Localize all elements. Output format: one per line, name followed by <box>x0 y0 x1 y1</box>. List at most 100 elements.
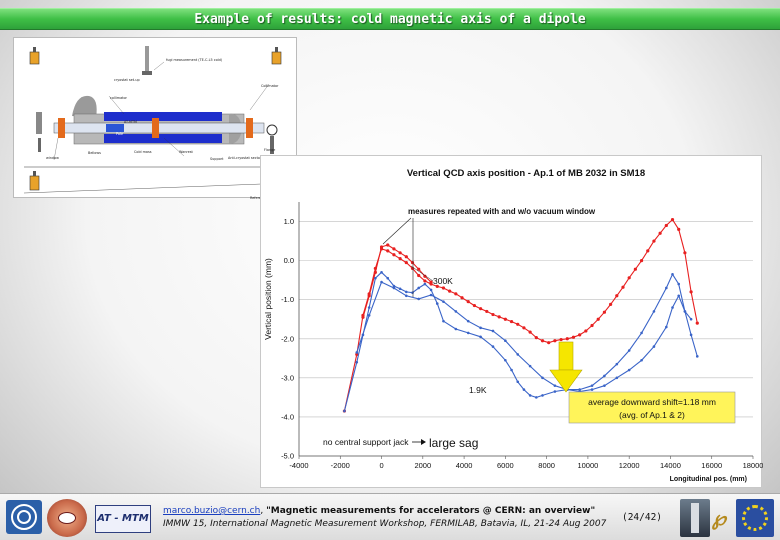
series-3-point <box>380 271 383 274</box>
y-tick-label: -2.0 <box>281 334 294 343</box>
atmtm-logo: AT - MTM <box>95 505 151 533</box>
series-2-point <box>361 315 365 319</box>
series-3-point <box>405 290 408 294</box>
series-4-point <box>355 351 359 354</box>
series-2-point <box>379 245 384 249</box>
series-1-point <box>677 227 681 231</box>
series-3-point <box>343 409 346 413</box>
series-4-point <box>380 280 383 284</box>
x-tick-label: -2000 <box>331 461 350 470</box>
series-1-point <box>602 310 607 314</box>
shift-arrow-shaft <box>558 341 574 371</box>
tracker-left-top <box>29 47 40 65</box>
cold-mass-lower <box>104 134 222 143</box>
y-tick-label: 1.0 <box>284 217 294 226</box>
series-4-point <box>429 293 433 297</box>
slide-title: Example of results: cold magnetic axis o… <box>194 12 586 27</box>
slide-footer: AT - MTM marco.buzio@cern.ch, "Magnetic … <box>0 493 780 540</box>
series-3-point <box>689 317 693 321</box>
series-3-point <box>374 276 377 280</box>
series-3-point <box>541 394 544 397</box>
annotation-300k: 300K <box>433 276 453 286</box>
series-1-point <box>695 321 699 325</box>
diagram-label-anti-cryostat: Anti-cryostat sector <box>228 156 262 160</box>
series-3-point <box>398 287 402 291</box>
series-3-point <box>435 302 439 305</box>
series-1-point <box>609 302 613 306</box>
y-tick-label: -5.0 <box>281 452 294 461</box>
chart-svg: Vertical QCD axis position - Ap.1 of MB … <box>263 168 763 483</box>
tracker-left-bottom <box>29 171 40 191</box>
series-1-point <box>448 289 452 293</box>
series-3-point <box>516 380 520 384</box>
author-email-link[interactable]: marco.buzio@cern.ch <box>163 506 261 516</box>
footer-citation: marco.buzio@cern.ch, "Magnetic measureme… <box>163 506 595 516</box>
diagram-label-measurement: fugi measurement (TE-C-L5 cold) <box>166 58 223 62</box>
series-1-point <box>479 307 483 311</box>
page-number: (24/42) <box>621 512 663 523</box>
series-3-point <box>652 310 656 313</box>
series-4-point <box>695 355 699 358</box>
series-1-point <box>392 253 396 257</box>
axis-position-chart: Vertical QCD axis position - Ap.1 of MB … <box>260 155 763 488</box>
series-3-point <box>442 319 445 323</box>
series-4-point <box>627 368 631 372</box>
series-1-point <box>466 300 470 304</box>
series-3-point <box>386 276 390 280</box>
series-2-point <box>410 260 415 265</box>
series-line-3 <box>343 271 692 412</box>
diagram-label-collimator: collimator <box>110 96 127 100</box>
y-tick-label: -4.0 <box>281 412 294 421</box>
series-3-point <box>590 384 594 387</box>
series-2-point <box>429 280 433 284</box>
series-1-point <box>355 352 359 356</box>
atmtm-logo-text: AT - MTM <box>97 513 149 524</box>
x-tick-label: 10000 <box>577 461 598 470</box>
series-1-point <box>652 239 656 243</box>
series-1-point <box>516 322 520 326</box>
x-tick-label: 14000 <box>660 461 681 470</box>
series-1-point <box>553 339 557 343</box>
series-1-point <box>596 317 600 321</box>
series-1-point <box>664 223 668 228</box>
series-4-point <box>603 384 606 387</box>
tracker-center-top <box>142 46 152 75</box>
series-4-point <box>504 339 507 343</box>
series-4-point <box>466 319 470 323</box>
series-2-point <box>386 243 390 247</box>
series-1-point <box>621 285 625 289</box>
series-1-point <box>670 217 675 222</box>
series-3-point <box>504 358 507 362</box>
series-1-point <box>386 249 390 253</box>
series-3-point <box>479 335 482 339</box>
diagram-label-window: window <box>46 156 59 160</box>
series-line-2 <box>362 244 432 318</box>
diagram-label-collimator-top: Collimator <box>261 84 279 88</box>
diagram-label-atmtm: AT-MTM <box>124 120 137 124</box>
series-2-point <box>423 274 427 278</box>
footer-separator: , <box>260 506 267 516</box>
series-1-point <box>633 267 637 271</box>
series-4-point <box>615 376 619 380</box>
series-4-point <box>541 376 544 380</box>
series-4-point <box>677 294 681 298</box>
series-1-point <box>547 341 551 345</box>
series-1-point <box>491 312 495 317</box>
series-2-point <box>417 267 421 271</box>
series-3-point <box>671 272 674 276</box>
series-3-point <box>367 306 371 309</box>
series-1-point <box>571 335 576 339</box>
cern-logo <box>6 500 42 534</box>
series-4-point <box>479 326 482 330</box>
cryostat-end-left <box>72 95 97 118</box>
series-3-point <box>392 284 396 288</box>
slide-title-bar: Example of results: cold magnetic axis o… <box>0 8 780 30</box>
series-3-point <box>423 282 427 286</box>
series-2-point <box>373 270 377 274</box>
annotation-1-9k: 1.9K <box>469 385 487 395</box>
series-1-point <box>639 259 644 263</box>
series-4-point <box>405 294 408 298</box>
series-3-point <box>528 394 532 397</box>
fermilab-logo: ℘ <box>712 506 726 530</box>
chart-title: Vertical QCD axis position - Ap.1 of MB … <box>407 168 645 179</box>
